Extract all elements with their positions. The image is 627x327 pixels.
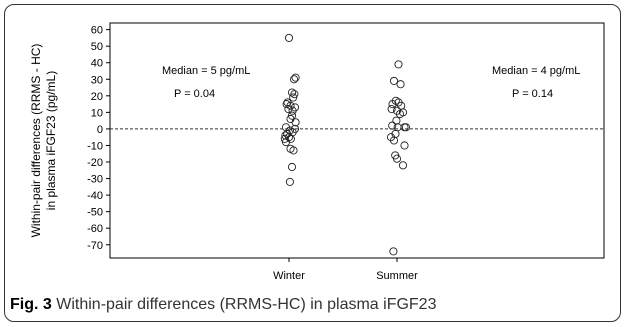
data-point-winter — [284, 33, 294, 42]
data-point-summer — [398, 161, 408, 170]
data-point-summer — [392, 116, 401, 125]
y-tick-label: -10 — [87, 140, 103, 152]
data-point-summer — [396, 80, 405, 89]
data-point-winter — [290, 75, 299, 84]
data-point-winter — [289, 146, 298, 155]
data-point-winter — [288, 106, 297, 115]
data-point-summer — [388, 100, 397, 109]
data-point-winter — [282, 100, 291, 109]
data-point-winter — [290, 90, 299, 99]
y-tick-label: 60 — [91, 25, 103, 37]
x-tick-label-winter: Winter — [273, 270, 305, 282]
data-point-winter — [287, 162, 297, 172]
figure-frame — [4, 4, 621, 322]
y-tick-label: 10 — [91, 107, 103, 119]
y-tick-label: 50 — [91, 41, 103, 53]
p-value-annotation-summer: P = 0.14 — [512, 88, 553, 100]
y-tick-label: -50 — [87, 207, 103, 219]
y-tick-label: -30 — [87, 174, 103, 186]
data-point-summer — [387, 105, 396, 114]
caption-text: Within-pair differences (RRMS-HC) in pla… — [56, 296, 437, 313]
median-annotation-winter: Median = 5 pg/mL — [162, 65, 250, 77]
data-point-summer — [389, 76, 399, 85]
y-tick-label: -40 — [87, 190, 103, 202]
y-tick-label: 30 — [91, 74, 103, 86]
data-point-summer — [389, 136, 399, 145]
y-tick-label: -60 — [87, 223, 103, 235]
data-point-winter — [291, 73, 300, 82]
data-point-winter — [280, 134, 289, 143]
x-axis: Winter Summer — [273, 258, 418, 282]
median-annotation-summer: Median = 4 pg/mL — [492, 65, 580, 77]
data-point-summer — [392, 154, 402, 163]
y-tick-label: 40 — [91, 58, 103, 70]
data-point-winter — [285, 177, 294, 186]
data-point-winter — [287, 88, 297, 97]
data-points — [280, 33, 411, 256]
data-point-winter — [291, 118, 300, 127]
y-tick-label: -70 — [87, 240, 103, 252]
data-point-winter — [284, 105, 293, 114]
data-point-winter — [281, 138, 291, 147]
data-point-summer — [394, 60, 403, 69]
caption-label: Fig. 3 — [10, 296, 52, 313]
data-point-summer — [388, 121, 397, 130]
figure-caption: Fig. 3 Within-pair differences (RRMS-HC)… — [10, 296, 610, 320]
data-point-summer — [400, 141, 409, 150]
y-axis-label-line-1: Within-pair differences (RRMS - HC) — [29, 44, 43, 238]
y-tick-label: 0 — [97, 124, 103, 136]
data-point-summer — [401, 123, 411, 132]
y-axis: 60 50 40 30 20 10 0 -10 -20 -30 -40 -50 -60 -70 — [87, 25, 110, 252]
data-point-summer — [395, 109, 405, 119]
annotations: Median = 5 pg/mL P = 0.04 Median = 4 pg/mL… — [162, 65, 580, 100]
data-point-summer — [389, 247, 398, 256]
p-value-annotation-winter: P = 0.04 — [174, 88, 215, 100]
x-tick-label-summer: Summer — [376, 270, 418, 282]
data-point-winter — [289, 93, 298, 102]
y-tick-label: -20 — [87, 157, 103, 169]
y-axis-label-line-2: in plasma iFGF23 (pg/mL) — [44, 71, 58, 210]
y-tick-label: 20 — [91, 91, 103, 103]
plot-area-border — [109, 22, 605, 259]
